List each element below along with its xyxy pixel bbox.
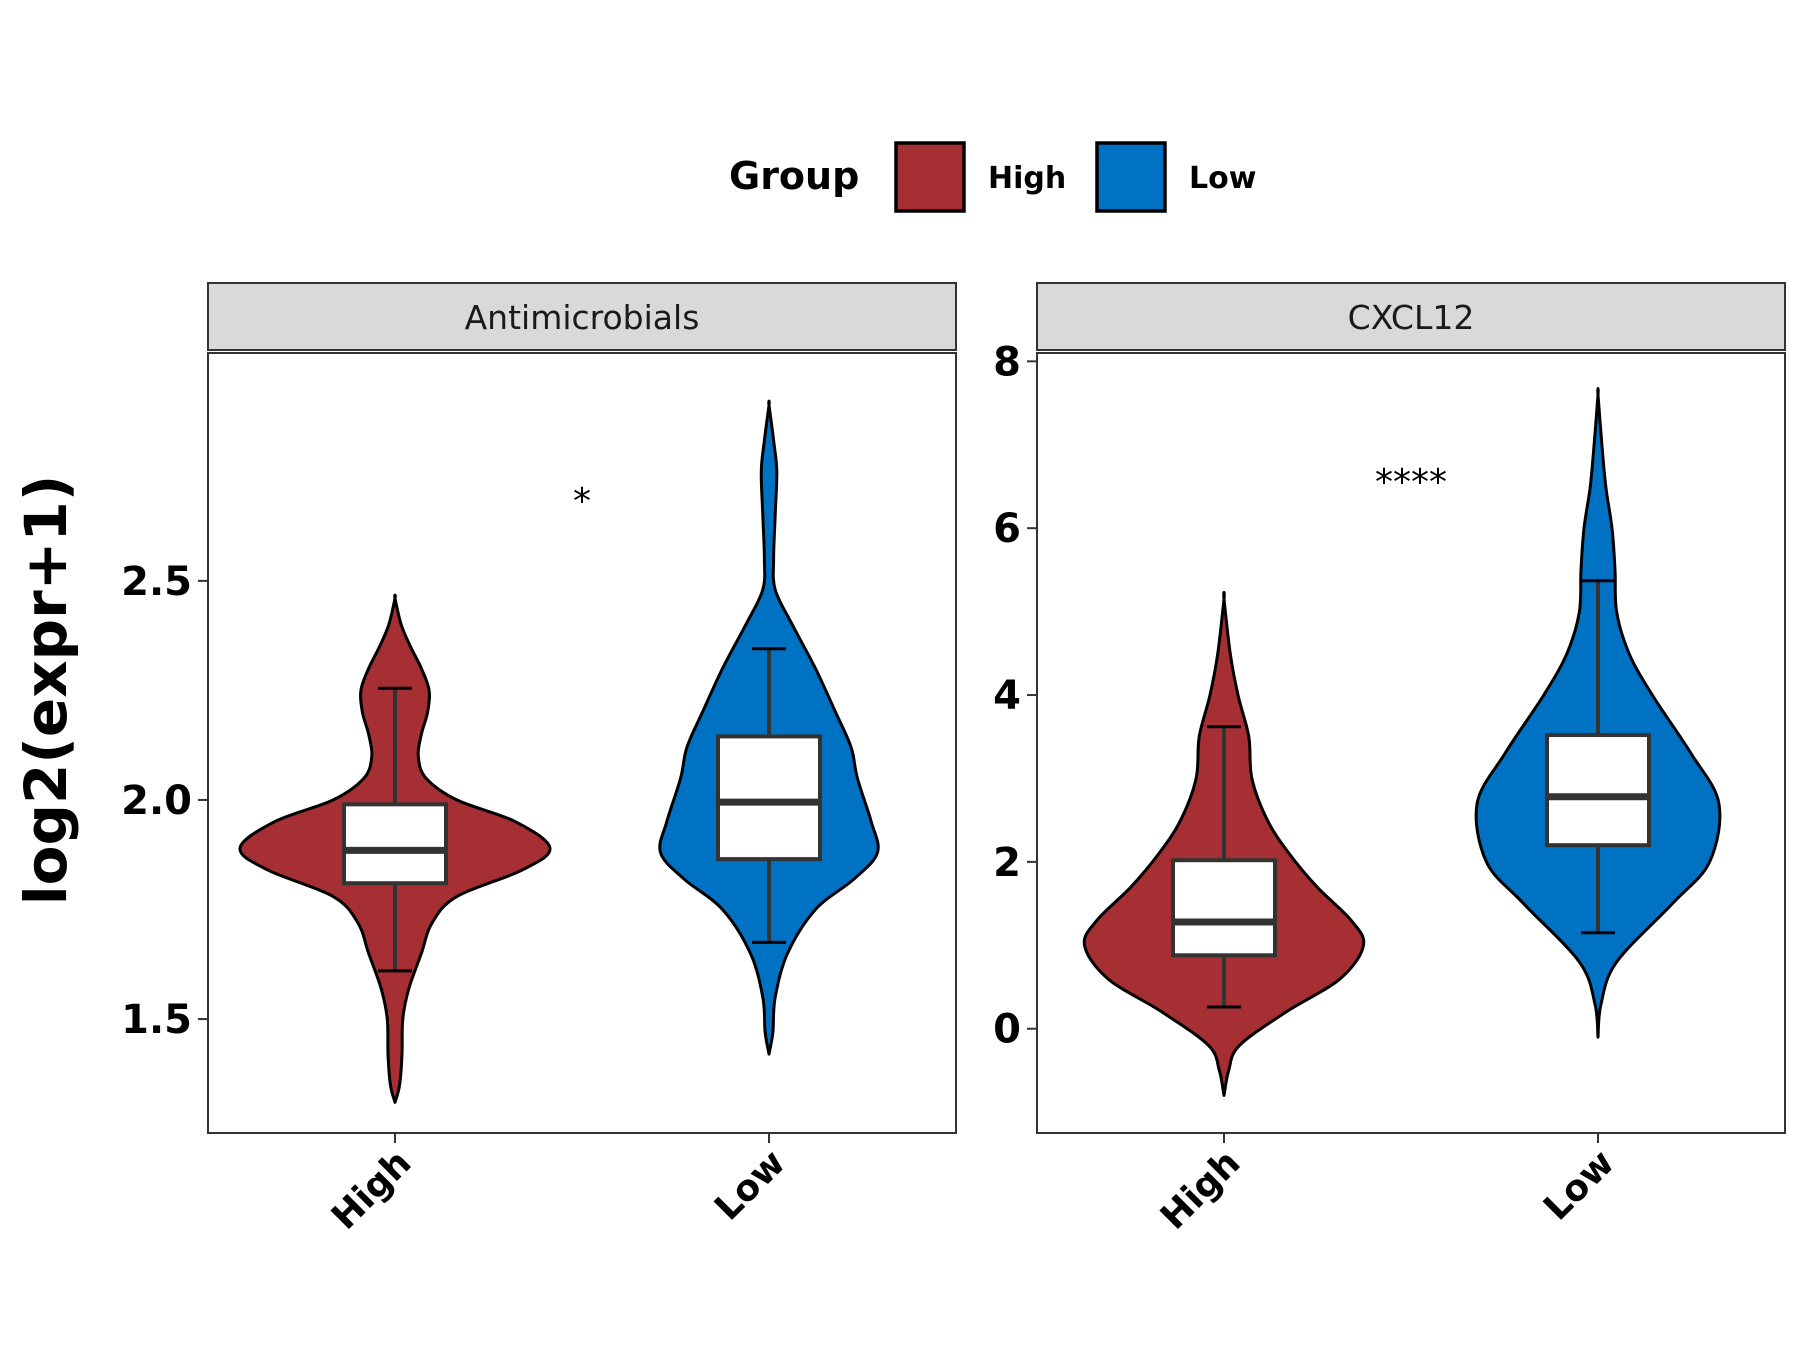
y-tick-label: 4 bbox=[993, 673, 1021, 719]
box-low bbox=[716, 734, 822, 862]
panel-border bbox=[1036, 352, 1786, 1134]
violins bbox=[1082, 386, 1722, 1097]
legend-swatch-high bbox=[894, 141, 966, 213]
x-tick-label: High bbox=[1153, 1142, 1248, 1237]
legend-title: Group bbox=[729, 154, 859, 198]
y-tick-label: 6 bbox=[993, 506, 1021, 552]
x-tick-label: Low bbox=[707, 1142, 793, 1228]
panel-title: Antimicrobials bbox=[465, 298, 700, 337]
panel-cxcl12: CXCL12 0 2 4 6 8 High Low **** bbox=[993, 282, 1786, 1238]
significance-label: * bbox=[573, 481, 591, 522]
y-tick-label: 0 bbox=[993, 1007, 1021, 1053]
panel-antimicrobials: Antimicrobials 1.5 2.0 2.5 High Low * bbox=[121, 282, 957, 1238]
y-axis-title: log2(expr+1) bbox=[12, 475, 80, 905]
y-tick-label: 8 bbox=[993, 339, 1021, 385]
legend-swatch-low bbox=[1095, 141, 1167, 213]
legend: Group High Low bbox=[729, 141, 1256, 213]
box-low bbox=[1545, 733, 1651, 848]
x-tick-label: High bbox=[324, 1142, 419, 1237]
x-axis-ticks: High Low bbox=[324, 1133, 793, 1238]
strip-background bbox=[1036, 282, 1786, 351]
panel-title: CXCL12 bbox=[1348, 298, 1475, 337]
y-tick-label: 1.5 bbox=[121, 997, 192, 1043]
x-axis-ticks: High Low bbox=[1153, 1133, 1622, 1238]
legend-label-high: High bbox=[988, 161, 1066, 196]
y-tick-label: 2 bbox=[993, 840, 1021, 886]
strip-background bbox=[207, 282, 957, 351]
panel-border bbox=[207, 352, 957, 1134]
y-tick-label: 2.0 bbox=[121, 778, 192, 824]
box-high bbox=[1171, 858, 1277, 958]
legend-label-low: Low bbox=[1189, 161, 1256, 196]
y-tick-label: 2.5 bbox=[121, 559, 192, 605]
violins bbox=[238, 399, 880, 1104]
y-axis-ticks: 0 2 4 6 8 bbox=[993, 339, 1037, 1053]
x-tick-label: Low bbox=[1536, 1142, 1622, 1228]
box-high bbox=[342, 802, 448, 886]
y-axis-ticks: 1.5 2.0 2.5 bbox=[121, 559, 208, 1043]
significance-label: **** bbox=[1375, 462, 1447, 503]
